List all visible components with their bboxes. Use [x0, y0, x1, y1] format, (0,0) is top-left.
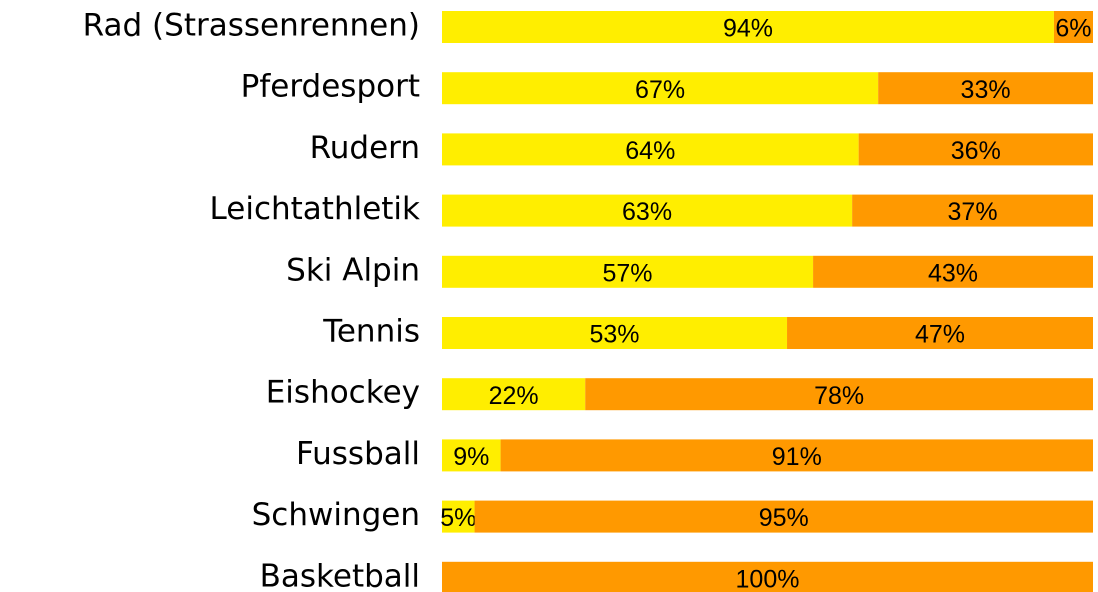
bar-segment	[442, 500, 475, 533]
category-label: Rudern	[310, 130, 420, 166]
bar-segment	[442, 561, 1093, 592]
bar-segment	[500, 439, 1094, 472]
data-label: 63%	[622, 198, 672, 226]
bar-segment	[585, 378, 1093, 411]
bar-segment	[442, 378, 586, 411]
data-label: 100%	[736, 565, 800, 592]
bar-segment	[442, 72, 879, 105]
bar-segment	[813, 255, 1093, 288]
bar-segment	[858, 133, 1093, 166]
bar-segment	[1053, 11, 1093, 43]
category-label: Ski Alpin	[286, 252, 420, 288]
bar-segment	[852, 194, 1093, 227]
category-label: Fussball	[296, 436, 420, 472]
data-label: 37%	[948, 198, 998, 226]
bar-segment	[474, 500, 1093, 533]
data-label: 91%	[772, 443, 822, 471]
bar-segment	[442, 11, 1054, 43]
category-label: Pferdesport	[241, 69, 420, 105]
category-label: Tennis	[322, 314, 420, 350]
data-label: 53%	[589, 321, 639, 349]
bar-segment	[787, 317, 1093, 349]
bar-segment	[442, 255, 814, 288]
data-label: 64%	[625, 137, 675, 165]
data-label: 94%	[723, 15, 773, 43]
data-label: 78%	[814, 382, 864, 410]
data-label: 22%	[489, 382, 539, 410]
bar-segment	[878, 72, 1093, 105]
data-label: 47%	[915, 321, 965, 349]
data-label: 57%	[603, 259, 653, 287]
data-label: 9%	[453, 443, 489, 471]
category-label: Schwingen	[252, 497, 420, 533]
data-label: 36%	[951, 137, 1001, 165]
data-label: 6%	[1055, 15, 1091, 43]
data-label: 43%	[928, 259, 978, 287]
bar-segment	[442, 317, 788, 349]
data-label: 67%	[635, 76, 685, 104]
data-label: 33%	[961, 76, 1011, 104]
data-label: 5%	[440, 504, 476, 532]
category-label: Rad (Strassenrennen)	[83, 8, 420, 44]
category-label: Leichtathletik	[210, 191, 421, 227]
category-label: Eishockey	[266, 375, 420, 411]
bar-segment	[442, 439, 501, 472]
bar-segment	[442, 194, 853, 227]
data-label: 95%	[759, 504, 809, 532]
category-label: Basketball	[260, 558, 420, 592]
bar-segment	[442, 133, 859, 166]
